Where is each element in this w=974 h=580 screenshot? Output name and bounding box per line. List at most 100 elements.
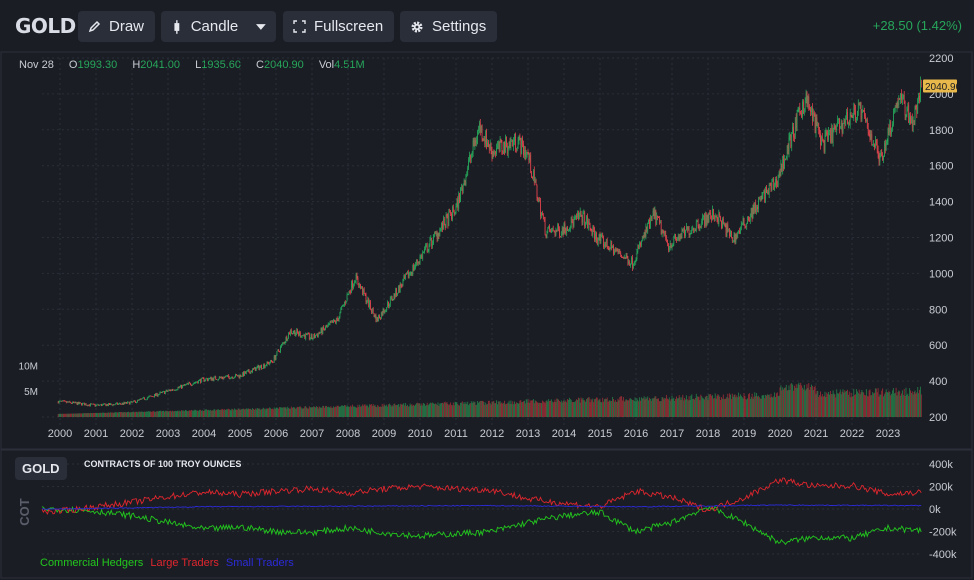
candle-body bbox=[421, 255, 423, 259]
volume-bar bbox=[281, 407, 283, 417]
volume-bar bbox=[839, 389, 841, 417]
fullscreen-button[interactable]: Fullscreen bbox=[283, 11, 394, 42]
volume-bar bbox=[838, 393, 839, 417]
candle-body bbox=[293, 330, 295, 333]
volume-bar bbox=[75, 413, 77, 417]
candle-body bbox=[152, 396, 154, 398]
volume-bar bbox=[247, 408, 249, 417]
candle-body bbox=[669, 242, 671, 249]
candle-body bbox=[613, 245, 614, 254]
volume-bar bbox=[435, 403, 437, 417]
volume-bar bbox=[289, 408, 291, 417]
volume-bar bbox=[463, 402, 465, 417]
symbol-title[interactable]: GOLD bbox=[15, 14, 76, 38]
volume-bar bbox=[58, 413, 60, 417]
volume-bar bbox=[849, 397, 851, 417]
volume-bar bbox=[88, 413, 90, 417]
volume-bar bbox=[795, 384, 797, 417]
candle-body bbox=[803, 101, 804, 113]
volume-bar bbox=[255, 409, 257, 417]
legend-commercial[interactable]: Commercial Hedgers bbox=[40, 557, 144, 569]
legend-small[interactable]: Small Traders bbox=[225, 557, 294, 569]
candle-body bbox=[374, 314, 376, 317]
candle-body bbox=[91, 403, 92, 405]
volume-bar bbox=[320, 407, 322, 417]
high-value: 2041.00 bbox=[140, 59, 181, 71]
volume-bar bbox=[513, 404, 515, 417]
candle-body bbox=[89, 404, 91, 406]
candle-body bbox=[621, 255, 622, 257]
draw-button[interactable]: Draw bbox=[78, 11, 155, 42]
candle-body bbox=[769, 184, 771, 186]
candle-body bbox=[440, 228, 442, 230]
candle-body bbox=[90, 403, 91, 406]
candle-body bbox=[197, 382, 199, 384]
cot-panel-label[interactable]: GOLD bbox=[15, 457, 67, 480]
candle-body bbox=[758, 198, 760, 200]
candle-body bbox=[877, 149, 879, 155]
volume-bar bbox=[622, 397, 624, 417]
candle-body bbox=[678, 235, 680, 240]
candle-body bbox=[524, 149, 525, 156]
candle-body bbox=[339, 311, 341, 317]
volume-bar bbox=[267, 408, 269, 417]
candle-body bbox=[281, 344, 282, 347]
candle-type-button[interactable]: Candle bbox=[161, 11, 276, 42]
candle-body bbox=[529, 154, 531, 161]
volume-bar bbox=[217, 409, 218, 417]
volume-bar bbox=[562, 401, 564, 417]
volume-bar bbox=[919, 389, 920, 417]
candle-body bbox=[866, 119, 868, 128]
volume-bar bbox=[783, 389, 785, 417]
candle-body bbox=[151, 396, 153, 397]
candle-body bbox=[751, 207, 753, 219]
candle-body bbox=[390, 296, 392, 298]
candle-body bbox=[427, 250, 429, 253]
volume-bar bbox=[388, 403, 390, 417]
candle-body bbox=[138, 399, 140, 401]
volume-bar bbox=[725, 398, 727, 417]
volume-bar bbox=[205, 409, 207, 417]
volume-bar bbox=[551, 401, 553, 417]
volume-bar bbox=[664, 397, 666, 417]
volume-bar bbox=[487, 404, 488, 417]
volume-bar bbox=[253, 409, 254, 417]
volume-bar bbox=[464, 404, 466, 417]
volume-bar bbox=[223, 410, 225, 417]
volume-bar bbox=[182, 410, 184, 417]
candle-body bbox=[691, 228, 693, 234]
candle-body bbox=[760, 198, 762, 200]
volume-bar bbox=[861, 389, 863, 417]
volume-bar bbox=[368, 407, 370, 417]
candle-body bbox=[265, 365, 267, 367]
volume-bar bbox=[789, 390, 791, 417]
candle-body bbox=[483, 139, 485, 141]
candle-body bbox=[150, 395, 152, 397]
volume-bar bbox=[62, 413, 64, 417]
volume-bar bbox=[136, 412, 138, 417]
volume-bar bbox=[865, 395, 866, 417]
candle-body bbox=[479, 122, 480, 130]
volume-bar bbox=[313, 406, 315, 417]
candle-body bbox=[743, 218, 745, 225]
settings-button[interactable]: Settings bbox=[400, 11, 497, 42]
candle-body bbox=[254, 367, 256, 372]
candle-body bbox=[179, 386, 181, 388]
volume-bar bbox=[672, 398, 674, 417]
candle-body bbox=[107, 404, 109, 406]
volume-bar bbox=[692, 398, 694, 417]
candle-body bbox=[403, 276, 405, 281]
volume-bar bbox=[487, 400, 489, 417]
volume-bar bbox=[799, 385, 801, 417]
candle-body bbox=[840, 122, 842, 127]
volume-bar bbox=[917, 387, 919, 417]
candle-body bbox=[164, 391, 165, 394]
volume-bar bbox=[532, 400, 533, 417]
volume-bar bbox=[78, 413, 80, 417]
time-tick-label: 2002 bbox=[120, 428, 144, 440]
volume-bar bbox=[381, 403, 383, 417]
legend-large[interactable]: Large Traders bbox=[150, 557, 219, 569]
volume-bar bbox=[319, 407, 321, 417]
candle-body bbox=[521, 137, 523, 155]
